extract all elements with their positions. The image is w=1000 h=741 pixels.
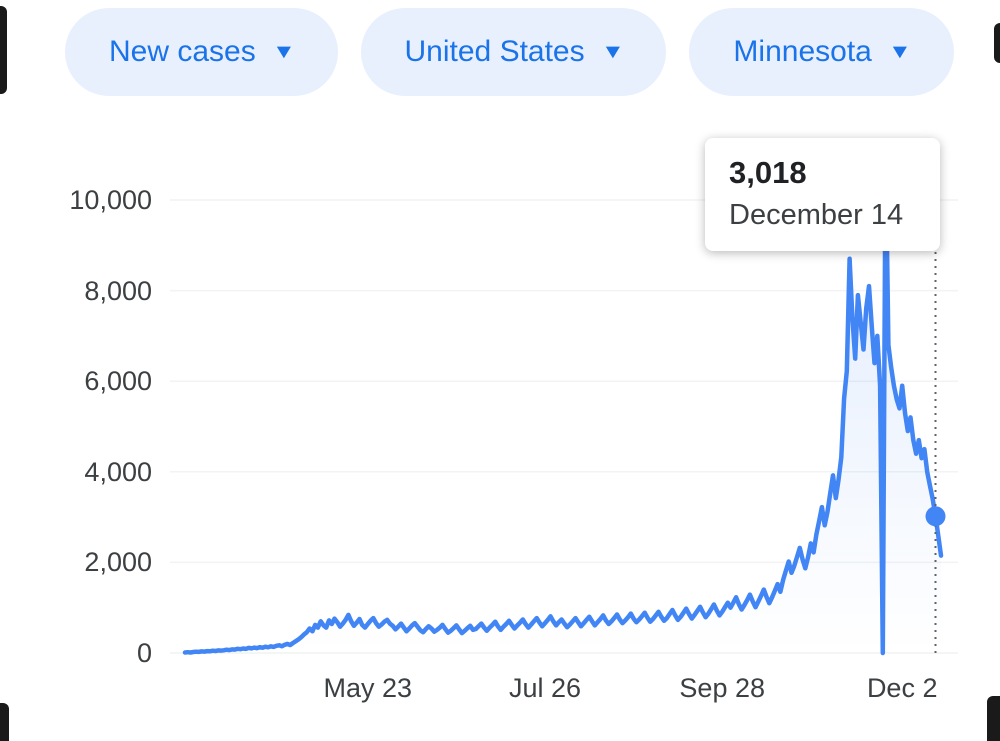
chevron-down-icon: ▼ [271,41,296,63]
country-dropdown-label: United States [404,35,585,68]
highlight-dot [925,506,946,527]
tooltip-value: 3,018 [729,155,807,190]
metric-dropdown-label: New cases [109,35,256,68]
tooltip: 3,018 December 14 [705,138,940,251]
chevron-down-icon: ▼ [600,41,625,63]
metric-dropdown[interactable]: New cases ▼ [65,8,338,96]
edge-artifact [987,696,1000,741]
area-fill [185,145,941,653]
edge-artifact [0,703,9,741]
country-dropdown[interactable]: United States ▼ [360,8,667,96]
region-dropdown-label: Minnesota [733,35,872,68]
line-path [182,143,944,656]
edge-artifact [0,6,7,94]
edge-artifact [994,23,1000,63]
chevron-down-icon: ▼ [887,41,912,63]
tooltip-date: December 14 [729,199,904,231]
filter-bar: New cases ▼ United States ▼ Minnesota ▼ [65,8,954,96]
region-dropdown[interactable]: Minnesota ▼ [689,8,954,96]
